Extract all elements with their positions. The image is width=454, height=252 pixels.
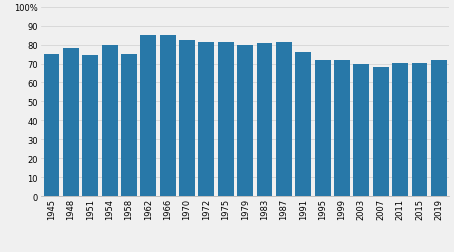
Bar (44, 55, 59, 197)
Bar (198, 43, 214, 197)
Bar (82, 56, 98, 197)
Bar (121, 55, 137, 197)
Bar (392, 64, 408, 197)
Bar (334, 61, 350, 197)
Bar (295, 53, 311, 197)
Bar (257, 43, 272, 197)
Bar (160, 36, 176, 197)
Bar (411, 64, 427, 197)
Bar (63, 49, 79, 197)
Bar (315, 61, 331, 197)
Bar (218, 43, 234, 197)
Bar (353, 65, 369, 197)
Bar (237, 46, 253, 197)
Bar (102, 46, 118, 197)
Bar (373, 68, 389, 197)
Bar (140, 36, 156, 197)
Bar (431, 60, 447, 197)
Bar (179, 41, 195, 197)
Bar (276, 43, 292, 197)
